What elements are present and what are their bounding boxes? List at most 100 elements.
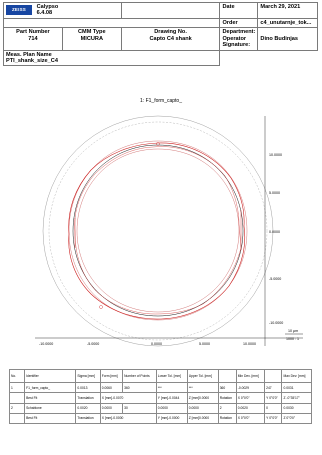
results-header-row: No. Identifier Sigma [mm] Form [mm] Numb… — [8, 368, 312, 384]
col-header: Min Dev. [mm] — [235, 368, 266, 384]
part-number-label: Part Number — [16, 29, 50, 36]
cell: 247 — [264, 382, 283, 394]
cell: X 0°0'0" — [235, 412, 266, 424]
outer-reference-circle — [42, 115, 274, 347]
cell — [8, 392, 26, 404]
cell: 0.0020 — [75, 402, 101, 414]
cell: X 0°0'0" — [235, 392, 266, 404]
y-tick-label: 10.0000 — [269, 153, 282, 157]
cell: 0 — [264, 402, 283, 414]
y-tick-label: 0.0000 — [269, 230, 280, 234]
table-row: Best Fit Translation X [mm]-0.0070 Y [mm… — [8, 392, 312, 404]
app-version: 6.4.08 — [36, 10, 53, 17]
cell: Y 0°0'0" — [264, 392, 283, 404]
form-plot: 1: F1_form_capto_ 1 — [3, 98, 319, 356]
cell: Schablone — [24, 402, 77, 414]
operator-label: Operator — [222, 35, 247, 42]
cell: 0.0000 — [99, 402, 124, 414]
min-marker — [99, 305, 103, 309]
cell: Translation — [75, 392, 101, 404]
plot-title: 1: F1_form_capto_ — [140, 98, 182, 104]
x-tick-label: 0.0000 — [151, 342, 162, 346]
y-tick-label: 5.0000 — [269, 191, 280, 195]
x-tick-label: 5.0000 — [199, 342, 210, 346]
cell: 0.0031 — [281, 382, 312, 394]
app-name: Calypso — [36, 4, 59, 10]
cell — [8, 412, 26, 424]
cell: 2 — [217, 402, 237, 414]
max-marker — [156, 142, 160, 146]
meas-plan-value: PTI_shank_size_C4 — [6, 57, 58, 64]
cell: F1_form_capto_ — [24, 382, 77, 394]
cell: 2 — [8, 402, 26, 414]
cell: 0.0020 — [235, 402, 266, 414]
col-header: Upper Tol. [mm] — [186, 368, 219, 384]
scale-value: 10 μm — [288, 329, 298, 333]
cell: Z -0°35'17" — [281, 392, 312, 404]
cell: 0.0000 — [186, 402, 219, 414]
cell: Z [mm]0.0000 — [186, 392, 219, 404]
cell: Best Fit — [24, 412, 77, 424]
cell: Rotation — [217, 392, 237, 404]
x-tick-label: -5.0000 — [87, 342, 99, 346]
y-tick-label: -10.0000 — [269, 321, 283, 325]
cell: 360 — [122, 382, 157, 394]
cell: 0.0030 — [281, 402, 312, 414]
cell: 0.0000 — [155, 402, 188, 414]
cell: Rotation — [217, 412, 237, 424]
col-header — [217, 368, 237, 384]
meas-plan-cell: Meas. Plan Name PTI_shank_size_C4 — [2, 49, 221, 67]
department-label: Department: — [222, 29, 256, 36]
col-header: Lower Tol. [mm] — [155, 368, 188, 384]
part-number-cell: Part Number 714 — [3, 27, 63, 51]
col-header — [264, 368, 283, 384]
cell: Z 0°0'0" — [281, 412, 312, 424]
date-value: March 29, 2021 — [257, 2, 318, 19]
date-label: Date — [219, 2, 259, 19]
col-header: No. — [8, 368, 26, 384]
col-header: Identifier — [24, 368, 77, 384]
part-number-value: 714 — [28, 35, 38, 42]
y-tick-label: -5.0000 — [269, 277, 281, 281]
y-ticks: 10.0000 5.0000 0.0000 -5.0000 -10.0000 — [269, 153, 283, 325]
zeiss-logo: ZEISS — [6, 5, 32, 16]
outer-dashed-circle — [48, 121, 268, 341]
cmm-type-cell: CMM Type MICURA — [61, 27, 122, 51]
cell: Translation — [75, 412, 101, 424]
cell: 30 — [122, 402, 157, 414]
operator-value: Dino Budinjas — [260, 35, 299, 42]
order-value: c4_unutarnje_tok... — [257, 17, 318, 29]
cell: X [mm]-0.0000 — [99, 412, 157, 424]
cmm-type-label: CMM Type — [78, 29, 106, 36]
drawing-no-cell: Drawing No. Capto C4 shank — [120, 27, 221, 51]
cell: Y [mm]-0.0000 — [155, 412, 188, 424]
x-ticks: -10.0000 -5.0000 0.0000 5.0000 10.0000 — [39, 342, 256, 346]
cell: 0.0060 — [99, 382, 124, 394]
col-header: Number of Points — [122, 368, 157, 384]
results-table: No. Identifier Sigma [mm] Form [mm] Numb… — [8, 368, 312, 424]
cell: -0.0029 — [235, 382, 266, 394]
cell: Z [mm]0.0000 — [186, 412, 219, 424]
report-header: ZEISS Calypso 6.4.08 Date March 29, 2021… — [2, 2, 318, 67]
scale-ratio: 1000 : 1 — [286, 337, 299, 341]
nominal-contour — [72, 144, 244, 317]
col-header: Sigma [mm] — [75, 368, 101, 384]
table-row: Best Fit Translation X [mm]-0.0000 Y [mm… — [8, 412, 312, 424]
signature-label: Signature: — [222, 42, 251, 49]
operator-cell: Dino Budinjas — [257, 27, 318, 51]
table-row: 1 F1_form_capto_ 0.0013 0.0060 360 *** *… — [8, 382, 312, 394]
form-plot-svg: 10.0000 5.0000 0.0000 -5.0000 -10.0000 -… — [35, 115, 303, 347]
dept-operator-labels: Department: Operator Signature: — [219, 27, 259, 51]
drawing-no-label: Drawing No. — [154, 29, 187, 36]
x-tick-label: 10.0000 — [243, 342, 256, 346]
cell: Y [mm]-0.0044 — [155, 392, 188, 404]
cell: Y 0°0'0" — [264, 412, 283, 424]
measured-profile-inner — [74, 146, 242, 315]
cell: 0.0013 — [75, 382, 101, 394]
drawing-no-value: Capto C4 shank — [149, 35, 192, 42]
measured-profile — [68, 142, 245, 320]
table-row: 2 Schablone 0.0020 0.0000 30 0.0000 0.00… — [8, 402, 312, 414]
cell: *** — [155, 382, 188, 394]
cell: X [mm]-0.0070 — [99, 392, 157, 404]
